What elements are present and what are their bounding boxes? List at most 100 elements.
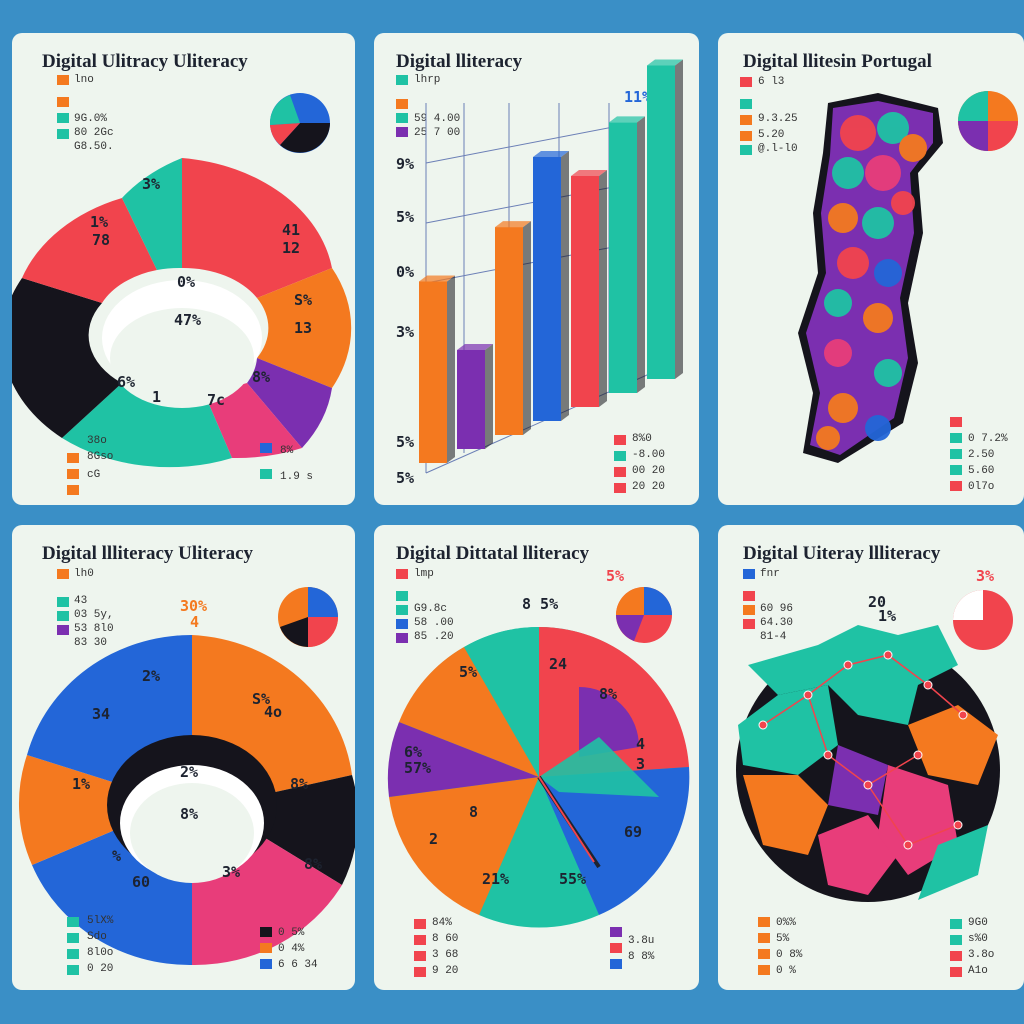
callout: 8%	[180, 805, 199, 823]
legend-swatch	[614, 483, 626, 493]
legend-swatch	[260, 927, 272, 937]
callout: 1%	[878, 607, 897, 625]
axis-label: 3%	[396, 323, 415, 341]
bar	[571, 170, 607, 407]
callout: 12	[282, 239, 301, 257]
legend-swatch	[57, 129, 69, 139]
callout: 1	[152, 388, 162, 406]
legend-swatch	[758, 933, 770, 943]
callout: 3%	[222, 863, 241, 881]
legend-item: 9 20	[432, 965, 459, 977]
axis-label: 5%	[396, 208, 415, 226]
legend-item: 5%	[776, 933, 790, 945]
card-title: Digital Dittatal lliteracy	[396, 543, 590, 564]
callout: 20	[868, 593, 887, 611]
legend-swatch	[614, 435, 626, 445]
card-title: Digital llitesin Portugal	[743, 51, 932, 72]
legend-item: 80 2Gc	[74, 127, 114, 139]
legend-swatch	[610, 927, 622, 937]
legend-item: 8l0o	[87, 947, 114, 959]
legend-item: 00 20	[632, 465, 666, 477]
callout: 57%	[404, 759, 432, 777]
legend-swatch	[743, 591, 755, 601]
callout: 47%	[174, 311, 202, 329]
legend-swatch	[396, 569, 408, 579]
legend-swatch	[396, 75, 408, 85]
callout: 5%	[606, 567, 625, 585]
legend-item: 6 6 34	[278, 959, 318, 971]
callout: %	[112, 847, 122, 865]
callout: 13	[294, 319, 313, 337]
callout: 8%	[290, 775, 309, 793]
legend-swatch	[67, 917, 79, 927]
legend-swatch	[260, 959, 272, 969]
legend-swatch	[758, 917, 770, 927]
legend-item: 38o	[87, 435, 107, 447]
callout: S%	[252, 690, 271, 708]
legend-item: 5.20	[758, 129, 785, 141]
legend-item: 85 .20	[414, 631, 454, 643]
bar	[419, 275, 455, 463]
legend-swatch	[414, 935, 426, 945]
legend-swatch	[950, 919, 962, 929]
legend-head: fnr	[760, 568, 780, 580]
legend-swatch	[740, 145, 752, 155]
infographic-card-6: Digital Uiteray llliteracy fnr 60 96 64.…	[718, 525, 1024, 990]
legend-swatch	[57, 625, 69, 635]
legend-swatch	[396, 619, 408, 629]
legend-swatch	[57, 97, 69, 107]
legend-swatch	[614, 467, 626, 477]
legend-swatch	[67, 485, 79, 495]
legend-item: Sdo	[87, 931, 107, 943]
bar	[533, 151, 569, 421]
legend-item: s%0	[968, 933, 988, 945]
legend-item: 8Gso	[87, 451, 114, 463]
callout: 1%	[90, 213, 109, 231]
legend-item: 58 .00	[414, 617, 454, 629]
legend-item: 5lX%	[87, 915, 114, 927]
legend-swatch	[396, 605, 408, 615]
callout: 78	[92, 231, 111, 249]
legend-swatch	[396, 113, 408, 123]
legend-item: 0 %	[776, 965, 796, 977]
bar	[609, 116, 645, 394]
legend-swatch	[67, 965, 79, 975]
legend-swatch	[950, 481, 962, 491]
infographic-card-5: Digital Dittatal lliteracy lmp G9.8c 58 …	[374, 525, 699, 990]
callout: 60	[132, 873, 151, 891]
callout: 3%	[142, 175, 161, 193]
callout: 21%	[482, 870, 510, 888]
callout: 2	[429, 830, 439, 848]
legend-head: 6 l3	[758, 76, 785, 88]
axis-label: 5%	[396, 433, 415, 451]
callout: 4	[636, 735, 646, 753]
legend-item: 03 5y,	[74, 609, 114, 621]
callout: 41	[282, 221, 301, 239]
legend-item: 60 96	[760, 603, 794, 615]
bar	[457, 344, 493, 449]
axis-label: 9%	[396, 155, 415, 173]
legend-item: 3.8o	[968, 949, 995, 961]
callout: 11%	[624, 88, 652, 106]
legend-item: 0 7.2%	[968, 433, 1008, 445]
legend-item: 0 8%	[776, 949, 803, 961]
legend-item: 1.9 s	[280, 471, 314, 483]
regional-map	[736, 590, 1013, 902]
legend-head: lno	[74, 74, 94, 86]
infographic-card-2: Digital lliteracy lhrp 59 4.00 25 7 00 1…	[374, 33, 699, 505]
legend-item: A1o	[968, 965, 988, 977]
legend-swatch	[950, 967, 962, 977]
legend-item: 20 20	[632, 481, 666, 493]
callout: 34	[92, 705, 111, 723]
legend-item: 9G0	[968, 917, 988, 929]
card-title: Digital Ulitracy Uliteracy	[42, 51, 248, 72]
legend-item: 2.50	[968, 449, 995, 461]
legend-swatch	[260, 469, 272, 479]
legend-item: 8%0	[632, 433, 652, 445]
legend-swatch	[740, 115, 752, 125]
legend-item: G9.8c	[414, 603, 448, 615]
legend-item: 3.8u	[628, 935, 655, 947]
legend-swatch	[57, 597, 69, 607]
callout: 8%	[252, 368, 271, 386]
legend-swatch	[414, 967, 426, 977]
